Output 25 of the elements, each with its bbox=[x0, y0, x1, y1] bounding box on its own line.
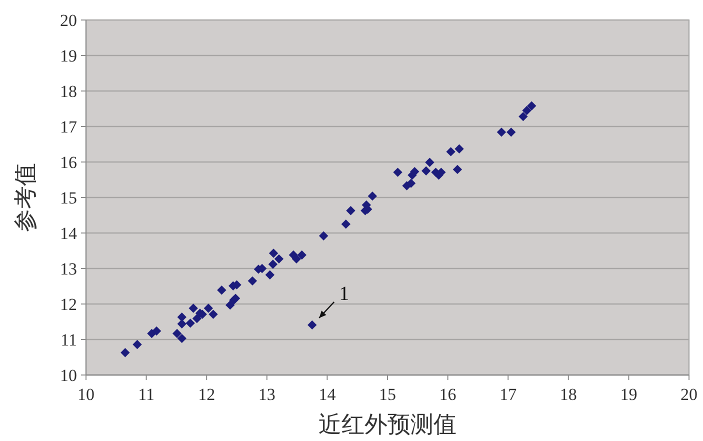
y-tick-label: 20 bbox=[60, 11, 77, 30]
x-tick-label: 14 bbox=[318, 385, 336, 404]
y-tick-label: 11 bbox=[60, 330, 77, 350]
x-tick-label: 13 bbox=[258, 385, 276, 404]
x-tick-label: 16 bbox=[439, 385, 456, 404]
y-tick-label: 12 bbox=[60, 295, 77, 314]
x-tick-label: 20 bbox=[680, 385, 698, 404]
y-tick-label: 10 bbox=[60, 366, 77, 385]
x-tick-label: 12 bbox=[198, 385, 216, 404]
x-tick-label: 10 bbox=[78, 385, 94, 404]
x-tick-label: 11 bbox=[138, 385, 154, 404]
x-tick-label: 19 bbox=[620, 385, 638, 404]
y-tick-label: 18 bbox=[60, 82, 77, 101]
x-axis-title: 近红外预测值 bbox=[318, 412, 456, 437]
x-tick-label: 17 bbox=[500, 385, 517, 404]
x-tick-label: 15 bbox=[379, 385, 396, 404]
y-tick-label: 17 bbox=[60, 118, 77, 136]
y-tick-label: 14 bbox=[60, 224, 77, 243]
y-tick-label: 13 bbox=[60, 260, 77, 278]
y-tick-label: 15 bbox=[60, 188, 77, 208]
y-axis-title: 参考值 bbox=[13, 163, 38, 232]
y-tick-label: 16 bbox=[60, 153, 77, 172]
y-tick-label: 19 bbox=[60, 46, 77, 66]
annotation: 1 bbox=[339, 282, 350, 305]
x-tick-label: 18 bbox=[560, 385, 577, 404]
